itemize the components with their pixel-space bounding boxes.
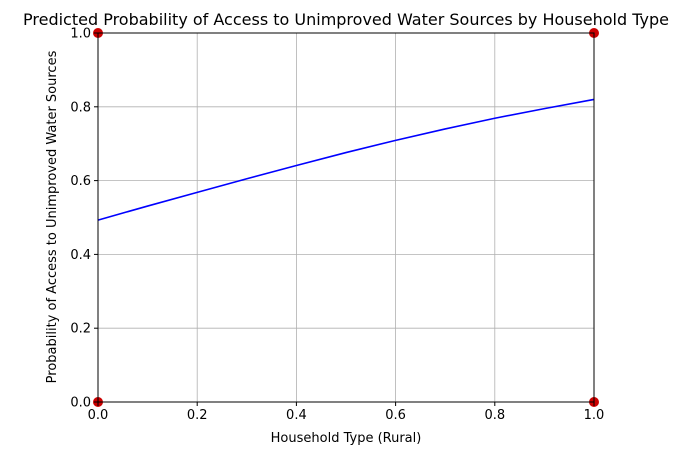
prediction-line [97, 98, 595, 221]
y-tick-label: 0.6 [70, 174, 91, 189]
x-tick-label: 1.0 [584, 408, 605, 423]
y-tick-label: 0.4 [70, 248, 91, 263]
y-axis-label: Probability of Access to Unimproved Wate… [45, 50, 60, 383]
x-axis-label: Household Type (Rural) [271, 431, 422, 446]
plot-frame [97, 32, 595, 403]
y-tick-label: 1.0 [70, 27, 91, 42]
x-tick-label: 0.2 [187, 408, 208, 423]
x-tick-label: 0.6 [385, 408, 406, 423]
x-tick-label: 0.4 [286, 408, 307, 423]
chart-title: Predicted Probability of Access to Unimp… [23, 10, 669, 29]
y-tick-label: 0.8 [70, 100, 91, 115]
x-tick-label: 0.8 [484, 408, 505, 423]
tick-layer: 0.0 0.2 0.4 0.6 0.8 1.0 0.0 0.2 0.4 0.6 0.8 1.0 [70, 27, 604, 424]
y-tick-label: 0.0 [70, 396, 91, 411]
grid-layer [97, 32, 595, 403]
series-layer [93, 28, 599, 407]
x-tick-label: 0.0 [88, 408, 109, 423]
y-tick-label: 0.2 [70, 322, 91, 337]
